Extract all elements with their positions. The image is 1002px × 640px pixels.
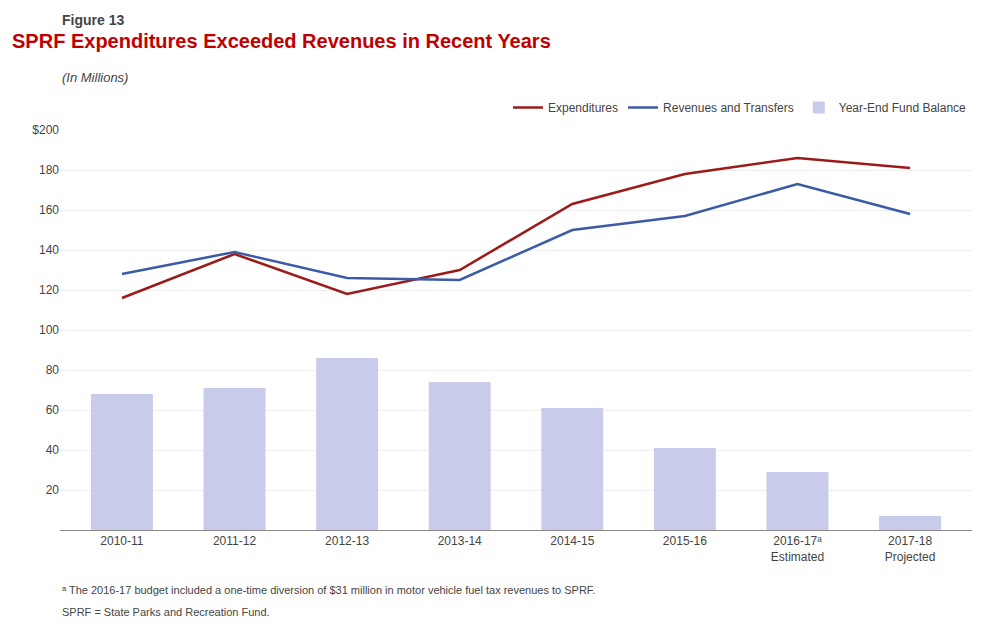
- svg-text:60: 60: [46, 403, 60, 417]
- svg-text:80: 80: [46, 363, 60, 377]
- svg-text:SPRF = State Parks and Recreat: SPRF = State Parks and Recreation Fund.: [62, 606, 270, 618]
- svg-text:2013-14: 2013-14: [438, 534, 482, 548]
- svg-text:Figure 13: Figure 13: [62, 12, 124, 28]
- svg-text:Expenditures: Expenditures: [548, 101, 618, 115]
- svg-text:40: 40: [46, 443, 60, 457]
- svg-text:180: 180: [39, 163, 59, 177]
- svg-text:2014-15: 2014-15: [550, 534, 594, 548]
- svg-text:2012-13: 2012-13: [325, 534, 369, 548]
- svg-text:100: 100: [39, 323, 59, 337]
- svg-text:2011-12: 2011-12: [213, 534, 256, 548]
- svg-text:2015-16: 2015-16: [663, 534, 707, 548]
- svg-text:2016-17ᵃEstimated: 2016-17ᵃEstimated: [771, 534, 824, 564]
- svg-text:Year-End Fund Balance: Year-End Fund Balance: [839, 101, 966, 115]
- svg-text:ᵃ The 2016-17 budget included: ᵃ The 2016-17 budget included a one-time…: [62, 584, 595, 596]
- svg-text:2017-18Projected: 2017-18Projected: [885, 534, 936, 564]
- svg-text:SPRF Expenditures Exceeded Rev: SPRF Expenditures Exceeded Revenues in R…: [12, 30, 551, 52]
- svg-text:Revenues and Transfers: Revenues and Transfers: [663, 101, 794, 115]
- svg-text:(In Millions): (In Millions): [62, 70, 128, 85]
- svg-text:120: 120: [39, 283, 59, 297]
- svg-text:160: 160: [39, 203, 59, 217]
- svg-text:$200: $200: [32, 123, 59, 137]
- svg-text:2010-11: 2010-11: [100, 534, 143, 548]
- svg-text:140: 140: [39, 243, 59, 257]
- svg-text:20: 20: [46, 483, 60, 497]
